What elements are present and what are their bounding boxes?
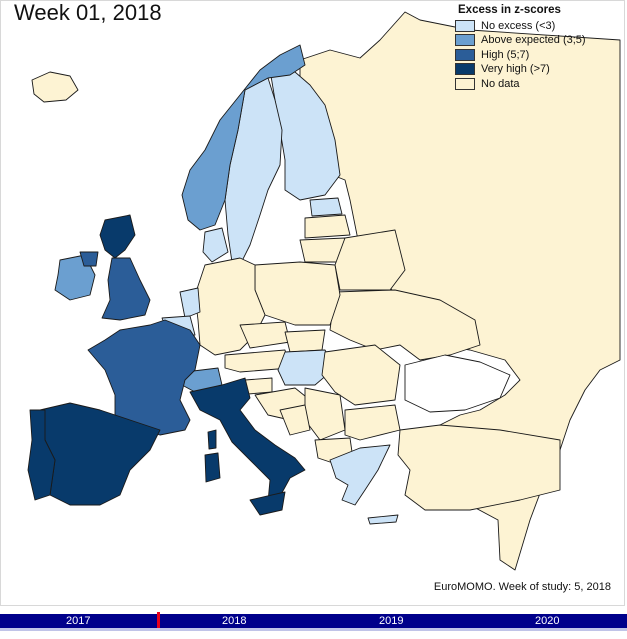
- timeline-tick-strip: [0, 628, 627, 631]
- region-greece: [329, 444, 391, 506]
- region-latvia: [304, 214, 351, 239]
- legend-swatch: [455, 34, 475, 46]
- region-iceland: [31, 71, 79, 103]
- region-norway: [181, 44, 306, 231]
- region-hungary: [277, 349, 336, 386]
- legend-label: No excess (<3): [481, 19, 556, 32]
- legend-item: High (5;7): [455, 48, 586, 61]
- map-frame: [0, 0, 625, 606]
- timeline-marker[interactable]: [157, 612, 160, 630]
- black-sea: [404, 354, 511, 413]
- legend: Excess in z-scores No excess (<3) Above …: [455, 4, 586, 92]
- timeline-year: 2017: [66, 615, 91, 627]
- region-corsica: [207, 429, 217, 450]
- legend-item: Above expected (3;5): [455, 34, 586, 47]
- region-romania: [321, 344, 401, 406]
- timeline-bar[interactable]: 2017 2018 2019 2020: [0, 612, 627, 630]
- legend-label: Very high (>7): [481, 63, 550, 75]
- legend-label: High (5;7): [481, 48, 530, 61]
- legend-swatch: [455, 19, 475, 32]
- legend-label: No data: [481, 77, 520, 90]
- region-estonia: [309, 197, 343, 217]
- region-austria: [224, 349, 291, 373]
- region-netherlands: [179, 287, 201, 319]
- region-serbia: [304, 387, 346, 441]
- legend-item: No excess (<3): [455, 19, 586, 32]
- legend-item: Very high (>7): [455, 63, 586, 76]
- caption: EuroMOMO. Week of study: 5, 2018: [433, 581, 611, 593]
- legend-item: No data: [455, 77, 586, 90]
- region-poland: [254, 261, 341, 326]
- region-turkey: [397, 424, 561, 511]
- region-france: [87, 319, 201, 436]
- region-northern-ireland: [79, 251, 99, 267]
- timeline-year: 2020: [535, 615, 560, 627]
- page-title: Week 01, 2018: [14, 0, 162, 25]
- region-slovakia: [284, 329, 326, 353]
- region-portugal: [27, 409, 56, 501]
- region-bosnia: [279, 404, 311, 436]
- legend-title: Excess in z-scores: [458, 4, 561, 16]
- legend-swatch: [455, 63, 475, 75]
- region-czechia: [239, 321, 291, 349]
- region-sardinia: [204, 452, 221, 483]
- region-belarus: [334, 229, 406, 291]
- legend-swatch: [455, 48, 475, 61]
- timeline-year: 2018: [222, 615, 247, 627]
- legend-swatch: [455, 77, 475, 90]
- timeline-year: 2019: [379, 615, 404, 627]
- legend-label: Above expected (3;5): [481, 34, 586, 46]
- region-sicily: [249, 491, 286, 516]
- region-denmark: [202, 227, 229, 263]
- region-bulgaria: [344, 404, 401, 441]
- region-crete: [367, 514, 399, 525]
- europe-map: [27, 11, 621, 571]
- region-scotland: [99, 214, 136, 259]
- region-italy: [189, 377, 306, 503]
- region-england: [101, 257, 151, 321]
- region-slovenia: [244, 377, 273, 395]
